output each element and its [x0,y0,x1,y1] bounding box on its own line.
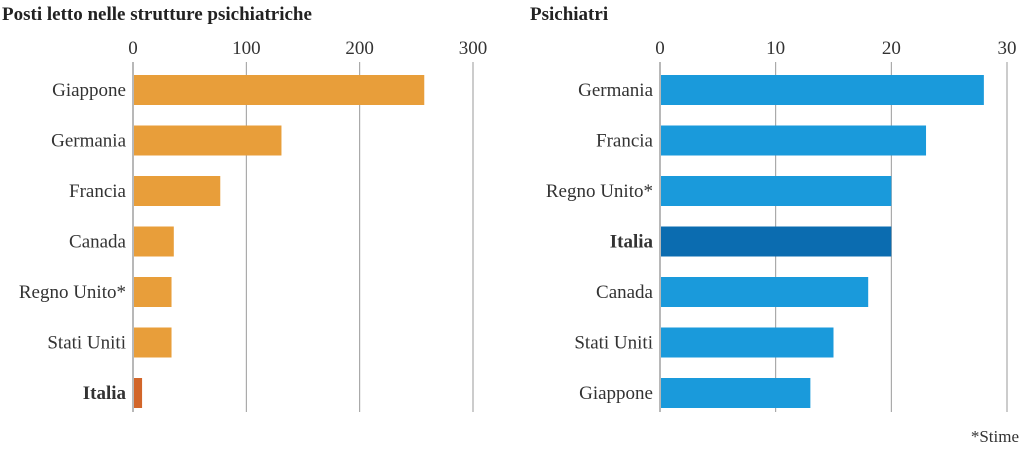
psychiatrists-category-label: Germania [578,80,653,101]
beds-bar [134,378,143,408]
psychiatrists-category-label: Francia [596,131,654,152]
beds-bar [134,176,221,206]
psychiatrists-category-label: Giappone [579,383,653,404]
beds-category-label: Francia [69,181,127,202]
beds-tick-label: 100 [232,38,261,59]
psychiatrists-chart-title: Psichiatri [530,4,608,25]
beds-tick-label: 0 [128,38,138,59]
beds-tick-label: 200 [345,38,374,59]
psychiatrists-bar [661,125,927,156]
psychiatrists-tick-label: 10 [766,38,785,59]
beds-bar [134,75,425,105]
psychiatrists-bar [661,226,892,257]
beds-category-label: Stati Uniti [47,333,126,354]
beds-category-label: Giappone [52,80,126,101]
psychiatrists-bar [661,327,834,358]
psychiatrists-tick-label: 0 [655,38,665,59]
beds-category-label: Germania [51,131,126,152]
psychiatrists-category-label: Stati Uniti [574,333,653,354]
beds-chart-title: Posti letto nelle strutture psichiatrich… [2,4,312,25]
psychiatrists-bar [661,75,984,105]
beds-bar [134,327,172,358]
beds-bar [134,125,282,156]
beds-category-label: Italia [83,383,127,404]
psychiatrists-bar [661,176,892,206]
beds-tick-label: 300 [459,38,488,59]
beds-bar [134,277,172,307]
psychiatrists-tick-label: 30 [998,38,1017,59]
psychiatrists-bar [661,378,811,408]
footnote: *Stime [971,427,1019,446]
beds-bar [134,226,174,257]
psychiatrists-tick-label: 20 [882,38,901,59]
psychiatrists-category-label: Italia [610,232,654,253]
beds-category-label: Canada [69,232,127,253]
psychiatrists-category-label: Canada [596,282,654,303]
psychiatrists-category-label: Regno Unito* [546,181,653,202]
psychiatrists-bar [661,277,869,307]
beds-category-label: Regno Unito* [19,282,126,303]
